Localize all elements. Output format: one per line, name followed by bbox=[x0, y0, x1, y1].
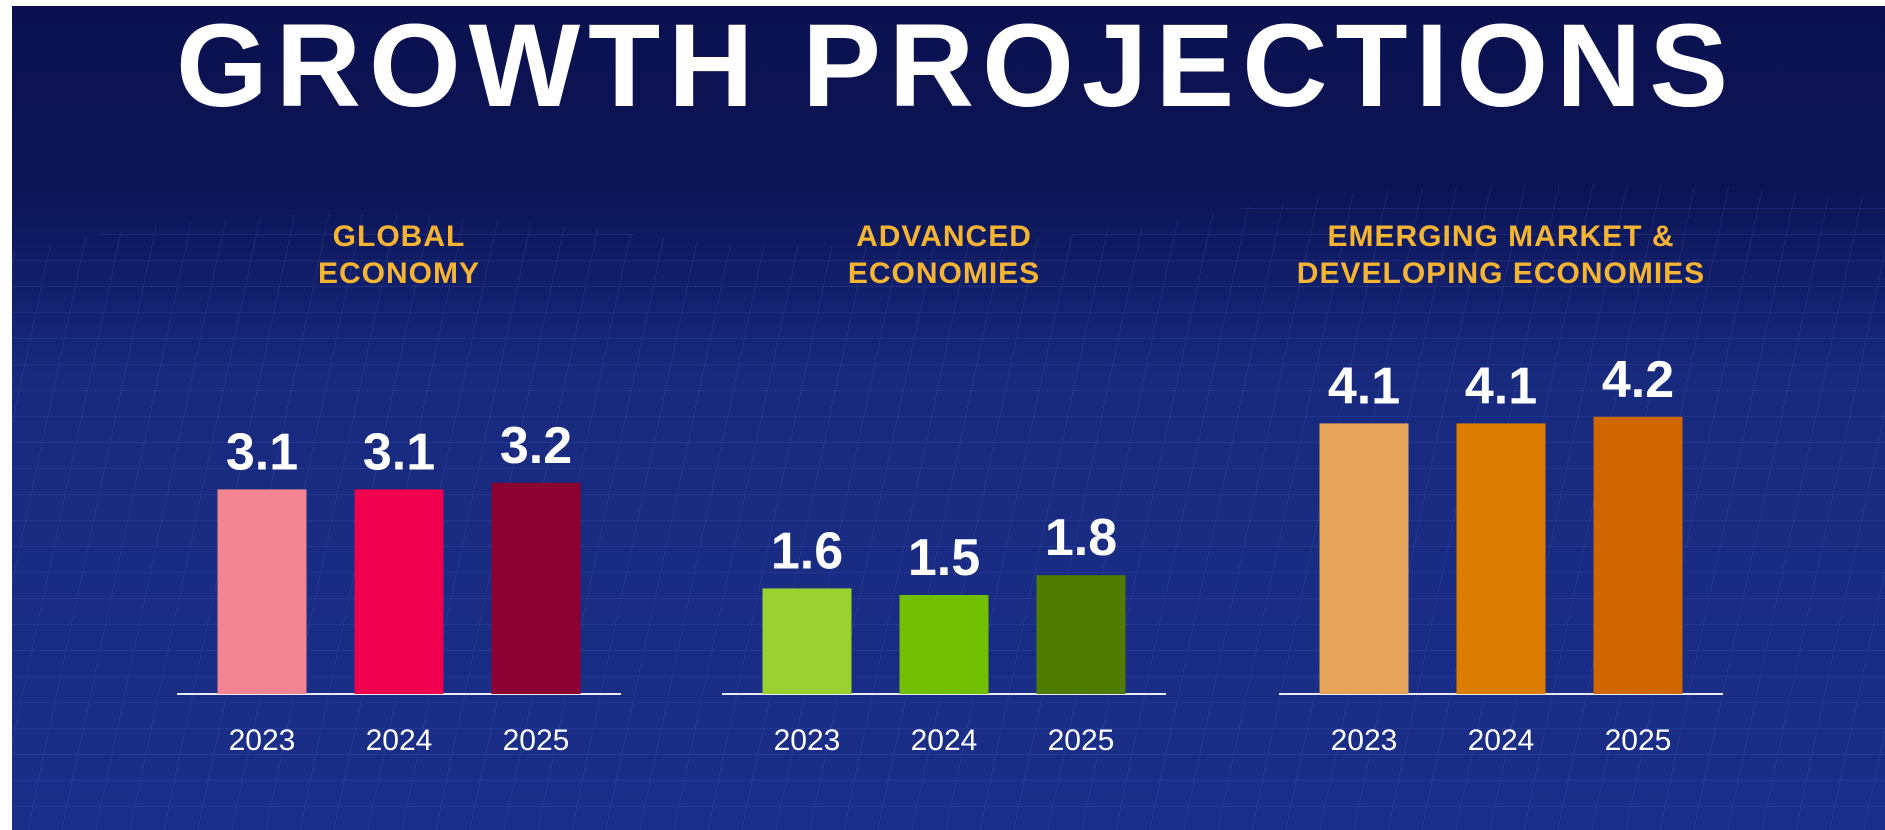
x-tick-label: 2023 bbox=[229, 724, 296, 757]
bar bbox=[899, 595, 989, 694]
value-label: 4.2 bbox=[1602, 351, 1674, 409]
panel-title: ADVANCED bbox=[856, 220, 1032, 253]
x-tick-label: 2024 bbox=[911, 724, 978, 757]
page-title: GROWTH PROJECTIONS bbox=[176, 0, 1736, 132]
panel-title: GLOBAL bbox=[333, 220, 466, 253]
x-tick-label: 2024 bbox=[366, 724, 433, 757]
bar bbox=[354, 489, 444, 694]
grid-texture bbox=[12, 183, 1885, 830]
x-tick-label: 2025 bbox=[1048, 724, 1115, 757]
bar bbox=[1319, 423, 1409, 694]
x-tick-label: 2023 bbox=[1331, 724, 1398, 757]
value-label: 4.1 bbox=[1328, 357, 1400, 415]
value-label: 3.1 bbox=[226, 423, 298, 481]
value-label: 3.1 bbox=[363, 423, 435, 481]
panel-title: EMERGING MARKET & bbox=[1328, 220, 1675, 253]
x-tick-label: 2024 bbox=[1468, 724, 1535, 757]
bar bbox=[1593, 416, 1683, 694]
value-label: 4.1 bbox=[1465, 357, 1537, 415]
x-tick-label: 2023 bbox=[774, 724, 841, 757]
bar bbox=[1456, 423, 1546, 694]
x-tick-label: 2025 bbox=[503, 724, 570, 757]
x-tick-label: 2025 bbox=[1605, 724, 1672, 757]
value-label: 3.2 bbox=[500, 417, 572, 475]
panel-title: ECONOMIES bbox=[848, 257, 1040, 290]
value-label: 1.6 bbox=[771, 522, 843, 580]
bar bbox=[762, 588, 852, 694]
value-label: 1.5 bbox=[908, 529, 980, 587]
value-label: 1.8 bbox=[1045, 509, 1117, 567]
bar bbox=[1036, 575, 1126, 694]
bar bbox=[217, 489, 307, 694]
bar bbox=[491, 482, 581, 694]
panel-title: DEVELOPING ECONOMIES bbox=[1297, 257, 1705, 290]
panel-title: ECONOMY bbox=[318, 257, 480, 290]
